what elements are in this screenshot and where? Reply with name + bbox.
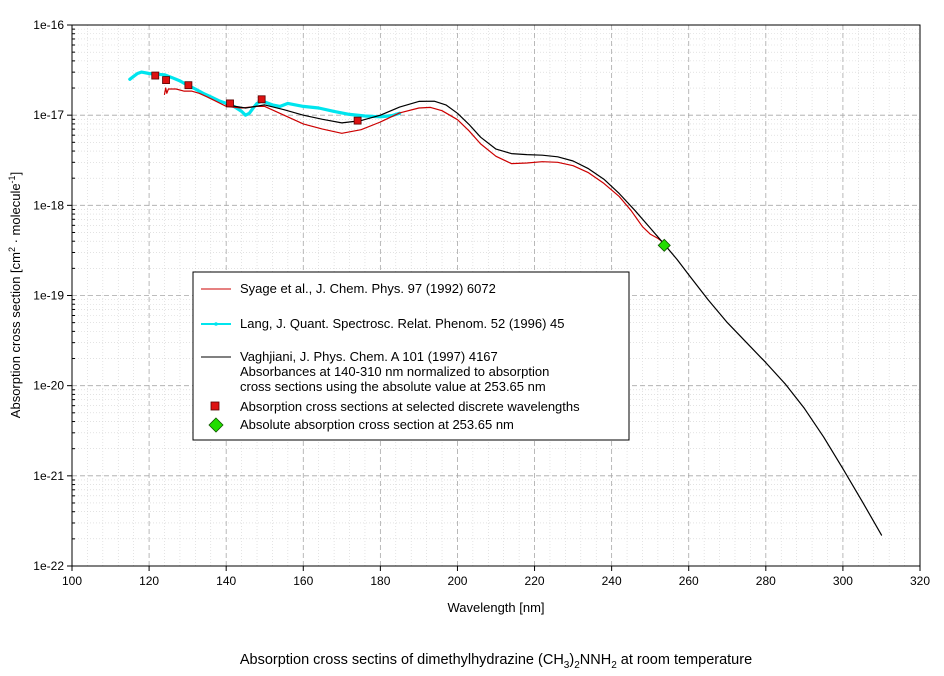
- figure-caption: Absorption cross sectins of dimethylhydr…: [240, 652, 752, 671]
- data-point-absolute: [657, 238, 671, 252]
- data-point-discrete: [162, 76, 170, 84]
- x-tick-label: 280: [756, 574, 776, 588]
- x-tick-label: 100: [62, 574, 82, 588]
- x-tick-label: 200: [447, 574, 467, 588]
- x-tick-label: 260: [679, 574, 699, 588]
- legend-note-line-1: Absorbances at 140-310 nm normalized to …: [240, 364, 549, 379]
- x-tick-label: 180: [370, 574, 390, 588]
- legend-swatch-discrete: [210, 401, 220, 411]
- x-tick-label: 220: [525, 574, 545, 588]
- y-tick-label: 1e-22: [33, 559, 64, 573]
- x-tick-label: 240: [602, 574, 622, 588]
- x-tick-labels: 100 120 140 160 180 200 220 240 260 280 300 320: [62, 574, 930, 588]
- x-axis-label: Wavelength [nm]: [447, 600, 544, 615]
- legend-swatch-lang-dot: [214, 322, 218, 326]
- data-point-discrete: [353, 116, 362, 125]
- data-point-discrete: [226, 99, 234, 108]
- legend-label-syage: Syage et al., J. Chem. Phys. 97 (1992) 6…: [240, 281, 496, 296]
- x-tick-label: 300: [833, 574, 853, 588]
- data-point-discrete: [184, 81, 193, 90]
- y-tick-label: 1e-21: [33, 469, 64, 483]
- legend-label-vaghjiani: Vaghjiani, J. Phys. Chem. A 101 (1997) 4…: [240, 349, 498, 364]
- y-tick-label: 1e-18: [33, 198, 64, 212]
- legend-label-absolute: Absolute absorption cross section at 253…: [240, 417, 514, 432]
- y-tick-label: 1e-16: [33, 18, 64, 32]
- y-tick-label: 1e-20: [33, 379, 64, 393]
- y-tick-labels: 1e-22 1e-21 1e-20 1e-19 1e-18 1e-17 1e-16: [33, 18, 64, 573]
- series-line-2: [225, 100, 883, 536]
- legend-note-line-2: cross sections using the absolute value …: [240, 379, 546, 394]
- x-tick-label: 320: [910, 574, 930, 588]
- series-layer: [128, 70, 883, 536]
- x-tick-label: 160: [293, 574, 313, 588]
- legend-box: [192, 271, 630, 441]
- y-axis-label: Absorption cross section [cm2 · molecule…: [7, 172, 23, 418]
- legend-label-lang: Lang, J. Quant. Spectrosc. Relat. Phenom…: [240, 316, 564, 331]
- legend-swatch-absolute: [208, 417, 224, 433]
- x-tick-label: 140: [216, 574, 236, 588]
- y-tick-label: 1e-19: [33, 289, 64, 303]
- tick-marks: [67, 24, 921, 571]
- series-line-1: [128, 70, 402, 119]
- y-tick-label: 1e-17: [33, 108, 64, 122]
- legend-label-discrete: Absorption cross sections at selected di…: [240, 399, 580, 414]
- data-point-discrete: [151, 71, 160, 80]
- data-point-discrete: [257, 95, 266, 104]
- legend: Syage et al., J. Chem. Phys. 97 (1992) 6…: [192, 271, 630, 441]
- x-tick-label: 120: [139, 574, 159, 588]
- series-line-0: [163, 87, 665, 244]
